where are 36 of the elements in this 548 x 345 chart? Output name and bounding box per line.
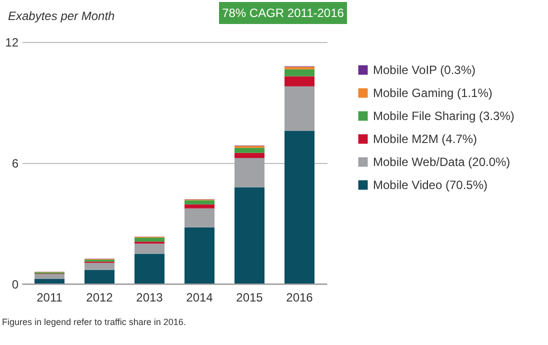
bar xyxy=(84,262,114,270)
bar xyxy=(184,200,214,204)
legend-label: Mobile File Sharing (3.3%) xyxy=(373,109,514,123)
bar xyxy=(184,208,214,228)
bar xyxy=(134,238,164,242)
x-tick-label: 2013 xyxy=(136,290,164,304)
bar xyxy=(184,228,214,284)
bar xyxy=(234,187,264,284)
y-tick-label: 0 xyxy=(12,278,19,292)
bar xyxy=(234,148,264,153)
bar xyxy=(284,130,314,284)
x-tick-label: 2015 xyxy=(236,290,264,304)
y-tick-label: 12 xyxy=(5,36,19,50)
legend-label: Mobile Video (70.5%) xyxy=(373,178,488,192)
bar xyxy=(234,152,264,158)
x-tick-label: 2011 xyxy=(36,290,63,304)
bar xyxy=(84,270,114,284)
y-axis-title: Exabytes per Month xyxy=(8,9,116,23)
legend-label: Mobile Web/Data (20.0%) xyxy=(373,155,510,169)
legend-label: Mobile Gaming (1.1%) xyxy=(373,86,492,100)
bar xyxy=(134,244,164,254)
text: 78% CAGR 2011-2016 xyxy=(222,6,344,20)
x-tick-label: 2014 xyxy=(186,290,214,304)
bar xyxy=(134,254,164,284)
legend-label: Mobile VoIP (0.3%) xyxy=(373,63,476,77)
bar xyxy=(34,274,64,279)
x-tick-label: 2012 xyxy=(86,290,114,304)
bar xyxy=(284,69,314,76)
bar xyxy=(234,158,264,188)
legend-label: Mobile M2M (4.7%) xyxy=(373,132,478,146)
text: Figures in legend refer to traffic share in 2016. xyxy=(2,317,186,327)
y-tick-label: 6 xyxy=(12,156,19,170)
bar xyxy=(284,86,314,131)
x-tick-label: 2016 xyxy=(286,290,314,304)
bar xyxy=(284,76,314,86)
bar xyxy=(184,204,214,208)
